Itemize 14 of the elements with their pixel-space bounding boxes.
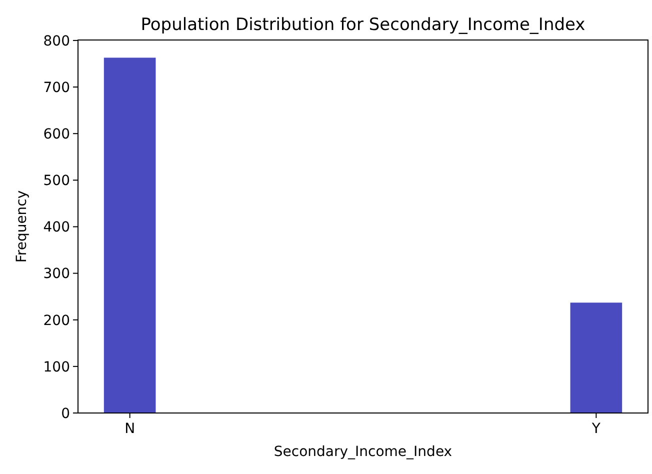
y-tick-label: 500 [43, 173, 70, 190]
chart-title: Population Distribution for Secondary_Income_Index [140, 15, 586, 35]
y-tick-label: 800 [43, 33, 70, 50]
y-tick-label: 400 [43, 220, 70, 236]
x-tick-label: N [124, 421, 136, 437]
y-tick-label: 700 [43, 80, 70, 96]
y-tick-label: 100 [43, 359, 70, 376]
x-axis-title: Secondary_Income_Index [274, 444, 452, 460]
x-tick-label: Y [590, 421, 601, 437]
y-tick-label: 200 [43, 312, 70, 329]
y-tick-label: 300 [43, 266, 70, 282]
y-tick-label: 0 [61, 406, 70, 422]
y-tick-label: 600 [43, 126, 70, 142]
y-axis-title: Frequency [14, 190, 30, 263]
